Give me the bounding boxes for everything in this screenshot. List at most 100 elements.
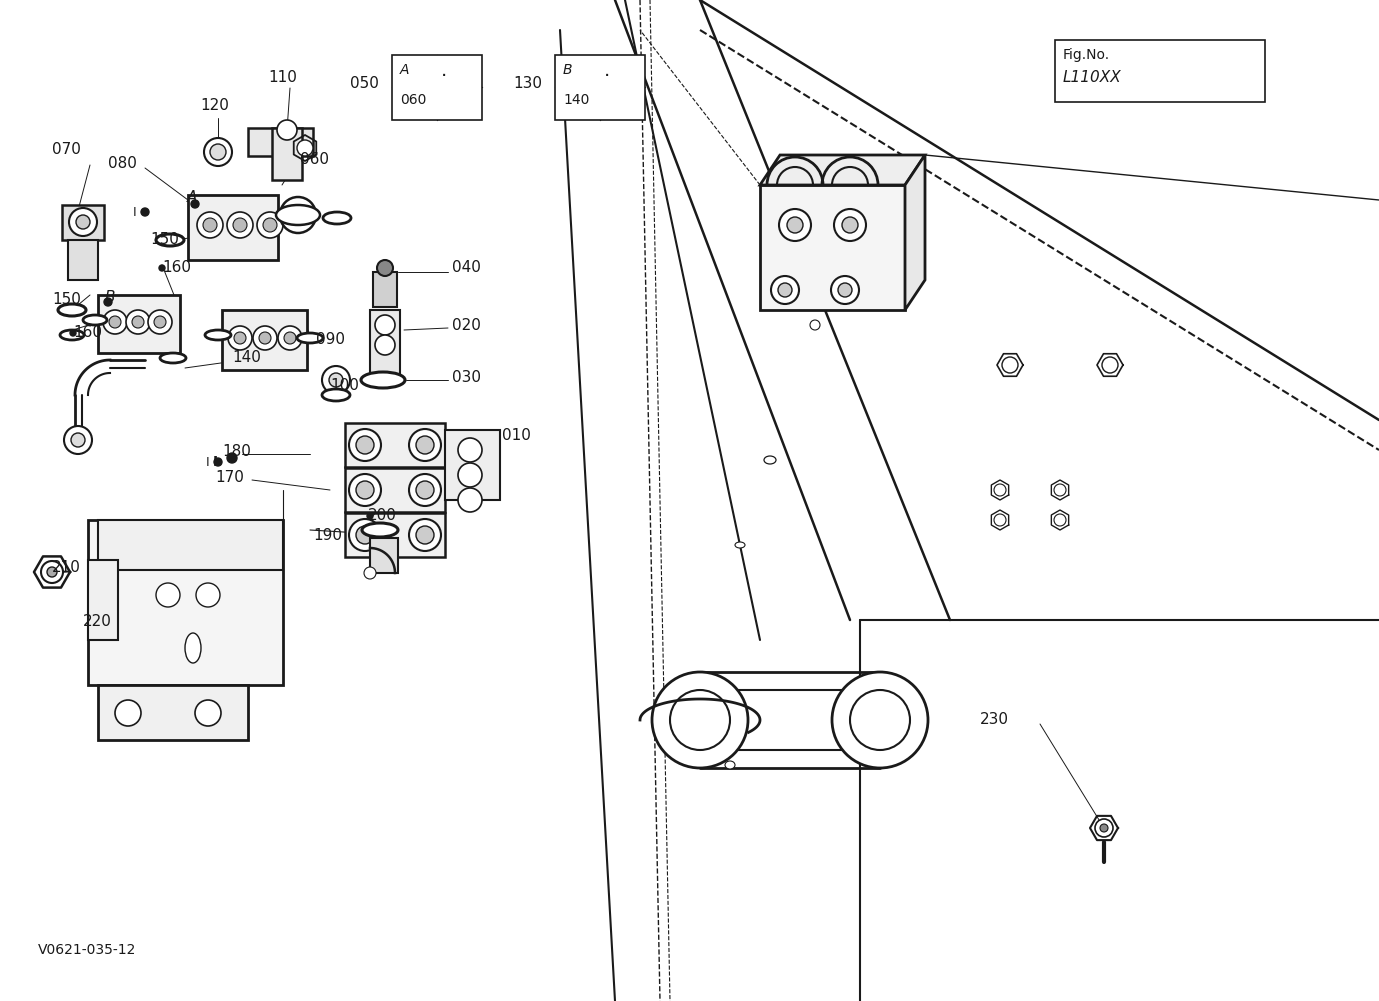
Text: ·: ·: [441, 67, 447, 86]
Text: 160: 160: [73, 325, 102, 340]
Ellipse shape: [361, 372, 405, 388]
Circle shape: [214, 458, 222, 466]
Circle shape: [787, 217, 803, 233]
Circle shape: [203, 218, 217, 232]
Text: 210: 210: [52, 561, 81, 576]
Bar: [372, 272, 397, 307]
Ellipse shape: [83, 315, 108, 325]
Circle shape: [416, 526, 434, 544]
Circle shape: [832, 672, 928, 768]
Circle shape: [349, 519, 381, 551]
Text: 060: 060: [301, 152, 330, 167]
Circle shape: [843, 217, 858, 233]
Text: 110: 110: [268, 70, 296, 85]
Bar: [98, 295, 181, 353]
Ellipse shape: [205, 330, 232, 340]
Bar: [62, 205, 103, 240]
Circle shape: [779, 209, 811, 241]
Text: A: A: [186, 190, 197, 205]
Ellipse shape: [61, 330, 84, 340]
Text: 150: 150: [52, 292, 81, 307]
Circle shape: [47, 567, 57, 577]
Text: 160: 160: [161, 260, 192, 275]
Circle shape: [1100, 824, 1107, 832]
Bar: [392, 55, 483, 120]
Text: 230: 230: [980, 713, 1009, 728]
Circle shape: [410, 474, 441, 506]
Polygon shape: [905, 155, 925, 310]
Circle shape: [228, 453, 237, 463]
Text: B: B: [563, 63, 572, 77]
Circle shape: [70, 433, 85, 447]
Circle shape: [376, 260, 393, 276]
Ellipse shape: [323, 212, 352, 224]
Text: ·: ·: [604, 67, 610, 86]
Bar: [98, 520, 283, 570]
Ellipse shape: [185, 633, 201, 663]
Text: 060: 060: [400, 93, 426, 107]
Bar: [88, 560, 119, 640]
Circle shape: [76, 215, 90, 229]
Text: I: I: [212, 455, 218, 469]
Circle shape: [204, 138, 232, 166]
Circle shape: [259, 332, 272, 344]
Bar: [1055, 40, 1265, 102]
Circle shape: [416, 436, 434, 454]
Bar: [88, 520, 283, 685]
Circle shape: [103, 298, 112, 306]
Text: 090: 090: [316, 332, 345, 347]
Circle shape: [349, 429, 381, 461]
Text: 080: 080: [108, 155, 137, 170]
Circle shape: [834, 209, 866, 241]
Circle shape: [356, 481, 374, 499]
Circle shape: [364, 567, 376, 579]
Bar: [272, 128, 302, 180]
Text: 200: 200: [368, 508, 397, 523]
Circle shape: [1054, 514, 1066, 526]
Bar: [370, 310, 400, 375]
Circle shape: [159, 265, 165, 271]
Circle shape: [125, 310, 150, 334]
Text: 040: 040: [452, 260, 481, 275]
Ellipse shape: [296, 333, 323, 343]
Text: 170: 170: [215, 470, 244, 485]
Text: 100: 100: [330, 377, 359, 392]
Text: 220: 220: [83, 615, 112, 630]
Ellipse shape: [735, 542, 745, 548]
Circle shape: [838, 283, 852, 297]
Circle shape: [279, 326, 302, 350]
Bar: [445, 430, 501, 500]
Circle shape: [356, 436, 374, 454]
Ellipse shape: [764, 456, 776, 464]
Circle shape: [670, 690, 729, 750]
Circle shape: [70, 330, 76, 336]
Circle shape: [256, 212, 283, 238]
Bar: [760, 185, 905, 310]
Circle shape: [410, 429, 441, 461]
Circle shape: [288, 205, 308, 225]
Text: 120: 120: [200, 97, 229, 112]
Ellipse shape: [323, 389, 350, 401]
Circle shape: [103, 310, 127, 334]
Circle shape: [994, 514, 1007, 526]
Ellipse shape: [160, 353, 186, 363]
Text: 070: 070: [52, 142, 81, 157]
Circle shape: [296, 140, 313, 156]
Ellipse shape: [363, 523, 399, 537]
Circle shape: [194, 700, 221, 726]
Text: 130: 130: [513, 75, 542, 90]
Bar: [188, 195, 279, 260]
Circle shape: [849, 690, 910, 750]
Text: 190: 190: [313, 528, 342, 543]
Circle shape: [771, 276, 798, 304]
Circle shape: [458, 438, 483, 462]
Circle shape: [69, 208, 97, 236]
Circle shape: [778, 283, 792, 297]
Text: 140: 140: [563, 93, 589, 107]
Circle shape: [197, 212, 223, 238]
Text: A: A: [400, 63, 410, 77]
Circle shape: [132, 316, 143, 328]
Circle shape: [367, 513, 372, 519]
Circle shape: [284, 332, 296, 344]
Circle shape: [63, 426, 92, 454]
